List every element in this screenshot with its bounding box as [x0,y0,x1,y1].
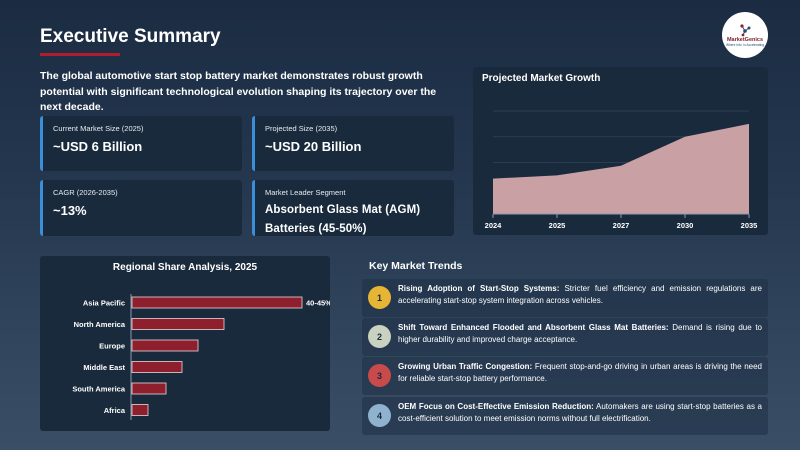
trend-text: Growing Urban Traffic Congestion: Freque… [398,361,762,384]
trend-item: 1 Rising Adoption of Start-Stop Systems:… [362,279,768,317]
trend-body: Frequent stop-and-go driving in urban ar… [398,362,762,383]
bar [131,339,199,352]
card-label: Market Leader Segment [265,188,346,197]
x-tick-label: 2025 [549,221,566,230]
chart-title: Regional Share Analysis, 2025 [112,262,258,273]
logo-tagline: Where Info. Is Accelerating [725,43,765,48]
card-value: ~USD 6 Billion [53,139,143,154]
growth-area-chart: 2024 2025 2027 2030 2035 [485,110,758,230]
x-tick-label: 2035 [741,221,758,230]
trend-text: Shift Toward Enhanced Flooded and Absorb… [398,322,762,345]
network-icon [740,24,751,37]
data-label: 40-45% [306,299,330,308]
category-label: South America [72,385,125,394]
trend-number-badge: 1 [368,286,391,309]
trend-number-badge: 3 [368,364,391,387]
card-value: ~13% [53,203,87,218]
card-label: Projected Size (2035) [265,124,338,133]
intro-text: The global automotive start stop battery… [40,70,437,113]
bar [131,296,303,309]
chart-title: Projected Market Growth [482,73,601,84]
projected-size-card: Projected Size (2035) ~USD 20 Billion [252,116,454,171]
bar [131,404,149,416]
trends-title: Key Market Trends [369,260,463,272]
market-leader-card: Market Leader Segment Absorbent Glass Ma… [252,180,454,236]
card-label: CAGR (2026-2035) [53,188,118,197]
trend-heading: Shift Toward Enhanced Flooded and Absorb… [398,323,669,332]
card-value: Absorbent Glass Mat (AGM) Batteries (45-… [265,204,421,235]
trend-text: Rising Adoption of Start-Stop Systems: S… [398,283,762,306]
trend-item: 2 Shift Toward Enhanced Flooded and Abso… [362,318,768,356]
regional-bar-chart: Asia Pacific 40-45% North America Europe Mid… [72,294,330,420]
cagr-card: CAGR (2026-2035) ~13% [40,180,242,236]
growth-chart-panel: Projected Market Growth 2024 2025 2027 2030… [473,67,768,235]
trend-heading: Growing Urban Traffic Congestion: [398,362,533,371]
trend-text: OEM Focus on Cost-Effective Emission Red… [398,401,762,424]
category-label: Asia Pacific [83,299,125,308]
x-tick-label: 2027 [613,221,630,230]
page-title: Executive Summary [40,26,221,47]
growth-area [493,123,749,214]
trend-body: Stricter fuel efficiency and emission re… [398,284,762,305]
trend-heading: OEM Focus on Cost-Effective Emission Red… [398,402,594,411]
x-tick-label: 2024 [485,221,503,230]
category-label: Middle East [83,363,125,372]
bar [131,318,225,330]
card-label: Current Market Size (2025) [53,124,144,133]
trend-body: Demand is rising due to higher durabilit… [398,323,762,344]
title-underline [40,53,120,56]
company-logo: MarketGenics Where Info. Is Accelerating [722,12,768,58]
trend-body: Automakers are using start-stop batterie… [398,402,763,423]
card-value: ~USD 20 Billion [265,139,362,154]
category-label: Africa [104,406,126,415]
region-chart-panel: Regional Share Analysis, 2025 Asia Pacif… [40,256,330,431]
trend-item: 4 OEM Focus on Cost-Effective Emission R… [362,397,768,435]
trend-item: 3 Growing Urban Traffic Congestion: Freq… [362,357,768,395]
x-tick-label: 2030 [677,221,694,230]
trend-number-badge: 4 [368,404,391,427]
logo-name: MarketGenics [726,36,764,43]
bar [131,382,167,395]
category-label: Europe [99,342,125,351]
trend-number-badge: 2 [368,325,391,348]
bar [131,361,183,373]
trend-heading: Rising Adoption of Start-Stop Systems: [398,284,560,293]
current-market-size-card: Current Market Size (2025) ~USD 6 Billio… [40,116,242,171]
category-label: North America [74,320,126,329]
